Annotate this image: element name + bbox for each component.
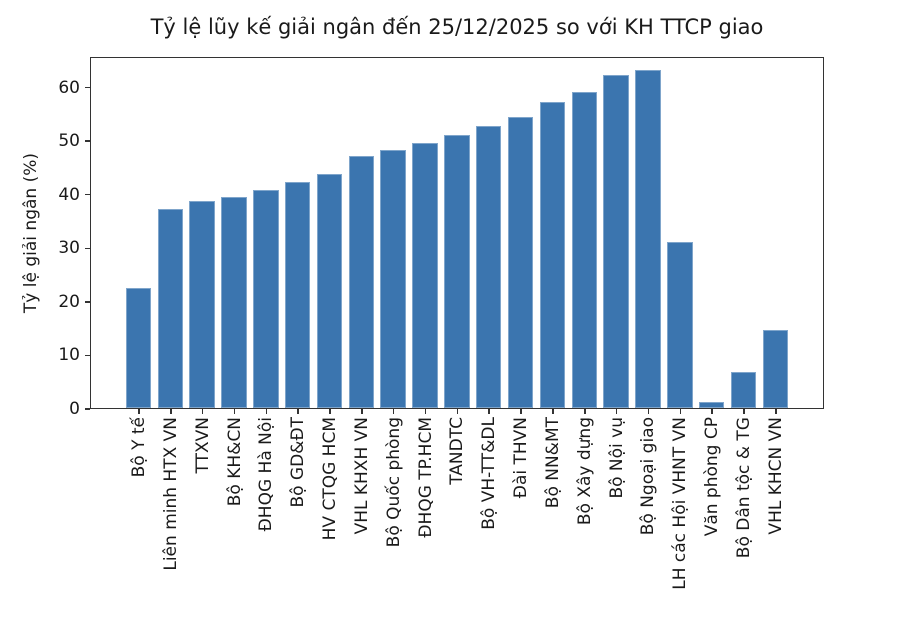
- x-tick-label: Bộ KH&CN: [224, 417, 245, 507]
- x-tick-mark: [201, 409, 204, 414]
- y-tick-mark: [85, 354, 90, 357]
- x-tick-label: Văn phòng CP: [702, 417, 723, 537]
- x-tick-mark: [456, 409, 459, 414]
- bar: [253, 189, 279, 408]
- x-tick-mark: [329, 409, 331, 414]
- bar: [380, 150, 406, 408]
- x-tick-mark: [584, 409, 586, 414]
- bar: [762, 329, 789, 408]
- x-tick-label: LH các Hội VHNT VN: [670, 417, 691, 590]
- y-tick-mark: [85, 408, 90, 410]
- bar: [667, 241, 693, 408]
- y-tick-label: 40: [58, 184, 80, 205]
- y-axis-label-text: Tỷ lệ giải ngân (%): [21, 152, 41, 314]
- bar: [316, 174, 343, 408]
- bar: [571, 91, 597, 408]
- x-tick-mark: [679, 409, 682, 414]
- bar: [157, 209, 184, 408]
- x-tick-label: Bộ Nội vụ: [606, 417, 627, 499]
- x-tick-label: TANDTC: [447, 417, 468, 485]
- bar: [125, 288, 152, 408]
- x-tick-label: Bộ Dân tộc & TG: [733, 417, 754, 559]
- y-tick-mark: [85, 193, 90, 196]
- x-tick-mark: [615, 409, 618, 414]
- bar: [348, 155, 375, 408]
- x-tick-mark: [520, 409, 522, 414]
- x-tick-mark: [647, 409, 650, 414]
- x-tick-label: Bộ Quốc phòng: [383, 417, 404, 548]
- x-tick-mark: [361, 409, 363, 414]
- x-tick-label: Bộ VH-TT&DL: [479, 417, 500, 530]
- x-tick-mark: [552, 409, 554, 414]
- bar: [539, 102, 566, 408]
- x-tick-mark: [711, 409, 713, 414]
- x-tick-label: VHL KHXH VN: [351, 417, 372, 535]
- bar: [603, 74, 629, 408]
- y-tick-mark: [85, 140, 90, 142]
- bar: [698, 401, 725, 408]
- x-tick-label: Bộ GD&ĐT: [288, 417, 309, 508]
- y-tick-label: 30: [58, 238, 80, 259]
- x-tick-label: ĐHQG TP.HCM: [415, 417, 436, 538]
- x-tick-label: TTXVN: [192, 417, 213, 474]
- bar: [475, 126, 502, 408]
- y-tick-label: 60: [58, 77, 80, 98]
- x-tick-mark: [743, 409, 745, 414]
- x-tick-label: Đài THVN: [511, 417, 532, 499]
- bar: [412, 142, 438, 408]
- y-tick-mark: [85, 301, 90, 303]
- y-tick-label: 0: [69, 399, 80, 419]
- y-tick-label: 10: [58, 345, 80, 366]
- bar: [635, 70, 661, 408]
- x-tick-mark: [170, 409, 172, 414]
- x-tick-mark: [265, 409, 268, 414]
- x-tick-label: Liên minh HTX VN: [160, 417, 181, 571]
- bar: [730, 371, 757, 408]
- bar: [444, 135, 470, 408]
- y-tick-mark: [85, 247, 90, 250]
- x-tick-label: Bộ Y tế: [129, 417, 149, 478]
- x-tick-mark: [233, 409, 236, 414]
- bar: [284, 182, 311, 408]
- x-tick-mark: [424, 409, 427, 414]
- bar: [507, 117, 534, 408]
- bar: [221, 197, 247, 408]
- x-tick-mark: [392, 409, 395, 414]
- chart-title: Tỷ lệ lũy kế giải ngân đến 25/12/2025 so…: [150, 15, 764, 39]
- bar: [189, 200, 215, 408]
- x-tick-mark: [775, 409, 777, 414]
- x-tick-label: Bộ NN&MT: [542, 417, 563, 509]
- x-tick-label: HV CTQG HCM: [320, 417, 341, 541]
- x-tick-mark: [138, 409, 140, 414]
- x-tick-label: Bộ Ngoại giao: [638, 417, 659, 536]
- x-tick-label: Bộ Xây dựng: [574, 417, 595, 526]
- x-tick-label: VHL KHCN VN: [765, 417, 786, 535]
- x-tick-label: ĐHQG Hà Nội: [256, 417, 277, 532]
- y-tick-label: 50: [58, 131, 80, 152]
- plot-area: [90, 57, 824, 409]
- x-tick-mark: [297, 409, 299, 414]
- y-tick-mark: [85, 86, 90, 89]
- x-tick-mark: [488, 409, 490, 414]
- y-tick-label: 20: [58, 291, 80, 312]
